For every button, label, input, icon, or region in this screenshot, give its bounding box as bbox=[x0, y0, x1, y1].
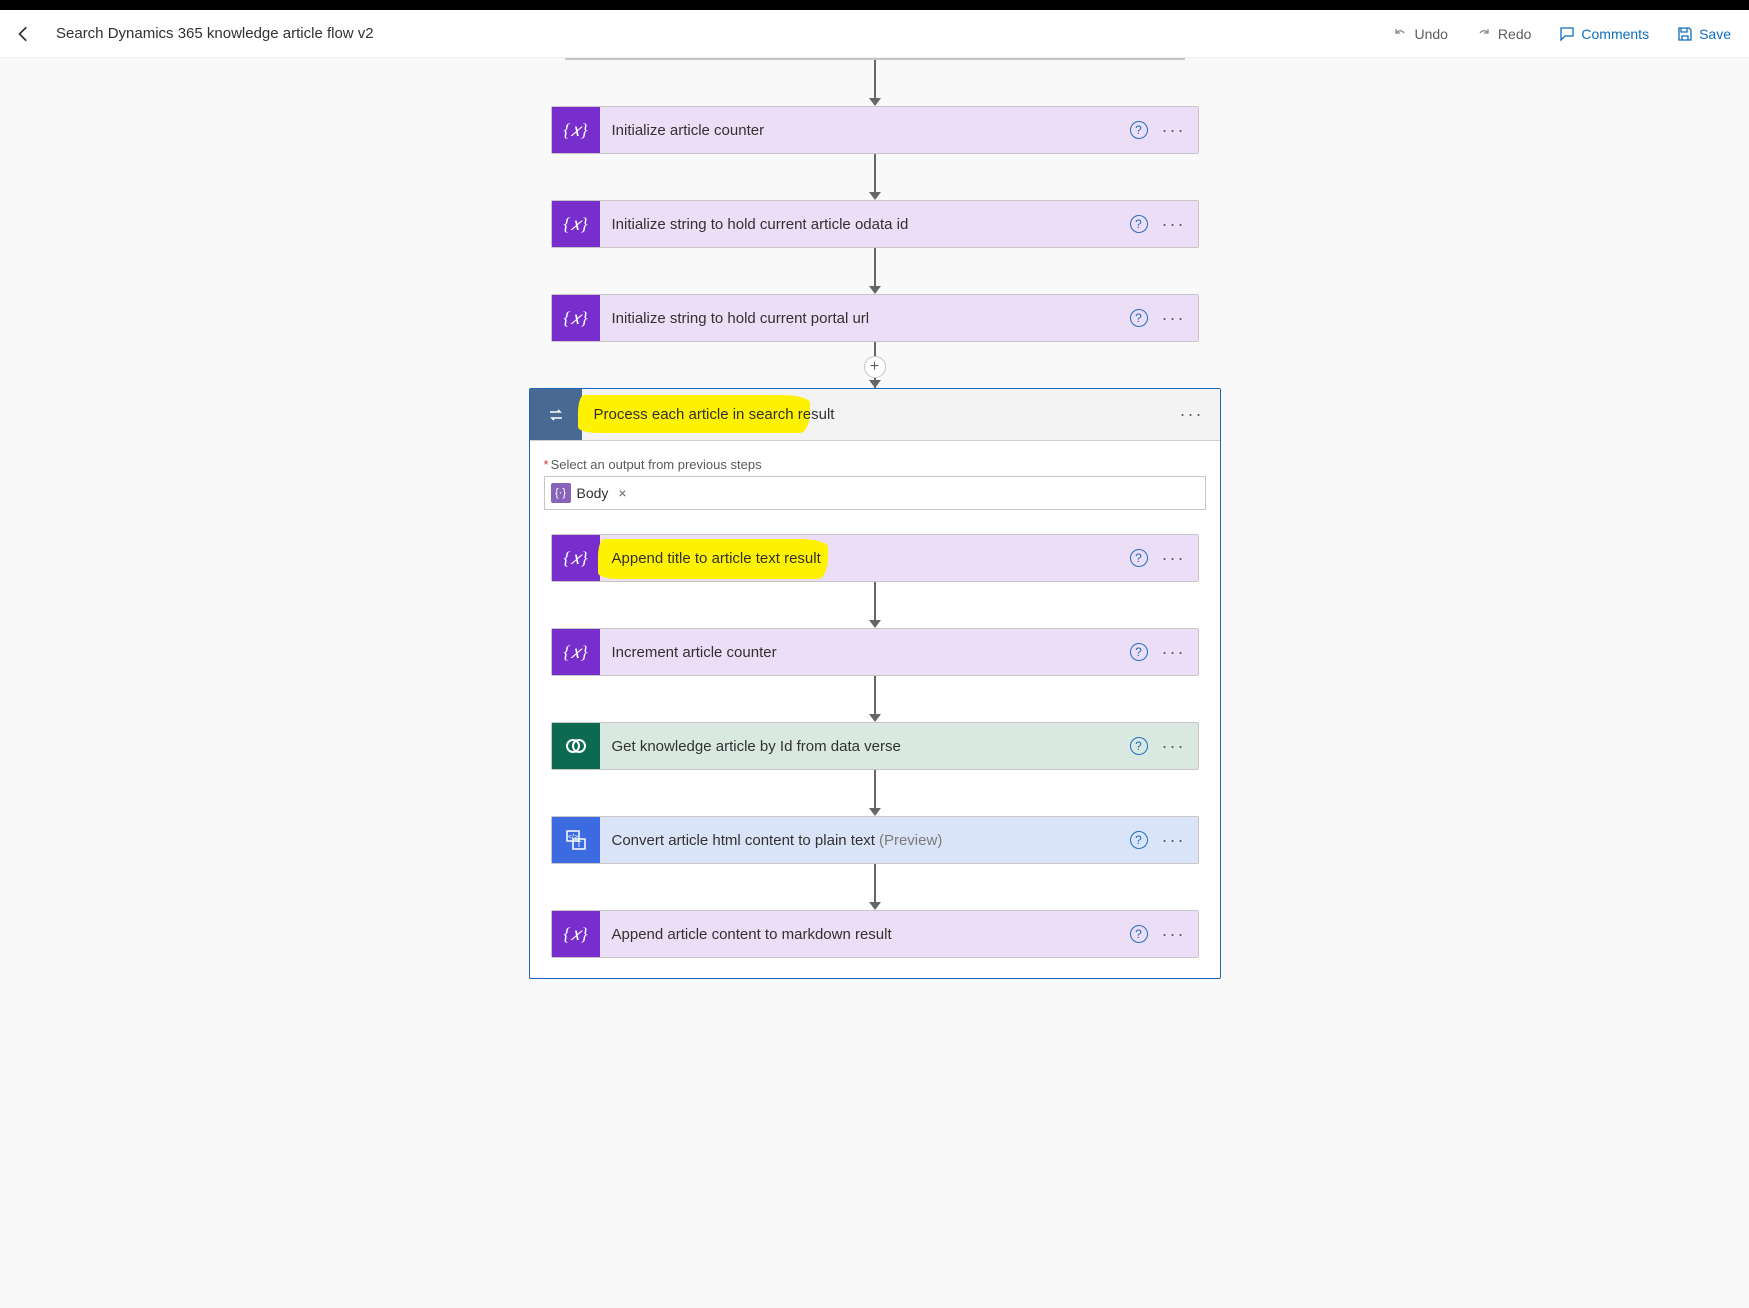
help-icon[interactable]: ? bbox=[1130, 925, 1148, 943]
connector-with-add: + bbox=[874, 342, 876, 388]
undo-button[interactable]: Undo bbox=[1382, 22, 1457, 46]
step-label: Initialize article counter bbox=[612, 122, 765, 139]
help-icon[interactable]: ? bbox=[1130, 831, 1148, 849]
help-icon[interactable]: ? bbox=[1130, 737, 1148, 755]
more-menu[interactable]: ··· bbox=[1162, 736, 1186, 757]
comments-label: Comments bbox=[1581, 26, 1649, 42]
more-menu[interactable]: ··· bbox=[1162, 214, 1186, 235]
redo-button[interactable]: Redo bbox=[1466, 22, 1541, 46]
foreach-input[interactable]: {·} Body × bbox=[544, 476, 1206, 510]
token-body[interactable]: {·} Body × bbox=[551, 483, 627, 503]
title-bar-black bbox=[0, 0, 1749, 10]
flow-title[interactable]: Search Dynamics 365 knowledge article fl… bbox=[48, 21, 382, 46]
container-header[interactable]: Process each article in search result ··… bbox=[530, 389, 1220, 441]
field-label: *Select an output from previous steps bbox=[544, 457, 1206, 472]
step-label: Append article content to markdown resul… bbox=[612, 926, 892, 943]
step-label: Initialize string to hold current portal… bbox=[612, 310, 870, 327]
toolbar: Search Dynamics 365 knowledge article fl… bbox=[0, 10, 1749, 58]
step-label: Get knowledge article by Id from data ve… bbox=[612, 738, 901, 755]
undo-label: Undo bbox=[1414, 26, 1447, 42]
step-convert-html-text[interactable]: </>T Convert article html content to pla… bbox=[551, 816, 1199, 864]
token-remove[interactable]: × bbox=[618, 485, 626, 501]
variable-icon: {𝑥} bbox=[552, 535, 600, 581]
step-label: Convert article html content to plain te… bbox=[612, 832, 875, 849]
preview-tag: (Preview) bbox=[879, 832, 942, 849]
step-append-title[interactable]: {𝑥} Append title to article text result … bbox=[551, 534, 1199, 582]
loop-icon bbox=[530, 389, 582, 440]
variable-icon: {𝑥} bbox=[552, 107, 600, 153]
help-icon[interactable]: ? bbox=[1130, 215, 1148, 233]
more-menu[interactable]: ··· bbox=[1162, 642, 1186, 663]
help-icon[interactable]: ? bbox=[1130, 121, 1148, 139]
help-icon[interactable]: ? bbox=[1130, 309, 1148, 327]
connector-arrow bbox=[869, 248, 881, 294]
variable-icon: {𝑥} bbox=[552, 629, 600, 675]
dataverse-icon bbox=[552, 723, 600, 769]
step-initialize-odata-id[interactable]: {𝑥} Initialize string to hold current ar… bbox=[551, 200, 1199, 248]
container-params: *Select an output from previous steps {·… bbox=[530, 441, 1220, 510]
variable-icon: {𝑥} bbox=[552, 201, 600, 247]
designer-canvas: {𝑥} Initialize article counter ? ··· {𝑥}… bbox=[0, 58, 1749, 1308]
back-button[interactable] bbox=[8, 18, 40, 50]
connector-arrow bbox=[869, 154, 881, 200]
connector-arrow bbox=[869, 864, 881, 910]
help-icon[interactable]: ? bbox=[1130, 643, 1148, 661]
connector-arrow bbox=[869, 582, 881, 628]
content-conversion-icon: </>T bbox=[552, 817, 600, 863]
connector-arrow bbox=[869, 676, 881, 722]
step-increment-counter[interactable]: {𝑥} Increment article counter ? ··· bbox=[551, 628, 1199, 676]
container-body: {𝑥} Append title to article text result … bbox=[530, 510, 1220, 958]
token-label: Body bbox=[577, 485, 609, 501]
add-step-button[interactable]: + bbox=[864, 356, 886, 378]
connector-arrow bbox=[869, 60, 881, 106]
more-menu[interactable]: ··· bbox=[1162, 548, 1186, 569]
help-icon[interactable]: ? bbox=[1130, 549, 1148, 567]
step-initialize-article-counter[interactable]: {𝑥} Initialize article counter ? ··· bbox=[551, 106, 1199, 154]
flow-title-text: Search Dynamics 365 knowledge article fl… bbox=[56, 25, 374, 42]
step-append-markdown[interactable]: {𝑥} Append article content to markdown r… bbox=[551, 910, 1199, 958]
step-initialize-portal-url[interactable]: {𝑥} Initialize string to hold current po… bbox=[551, 294, 1199, 342]
svg-text:T: T bbox=[576, 840, 581, 849]
more-menu[interactable]: ··· bbox=[1162, 120, 1186, 141]
save-label: Save bbox=[1699, 26, 1731, 42]
step-label: Increment article counter bbox=[612, 644, 777, 661]
dynamic-content-icon: {·} bbox=[551, 483, 571, 503]
step-get-article-dataverse[interactable]: Get knowledge article by Id from data ve… bbox=[551, 722, 1199, 770]
variable-icon: {𝑥} bbox=[552, 911, 600, 957]
more-menu[interactable]: ··· bbox=[1162, 830, 1186, 851]
redo-label: Redo bbox=[1498, 26, 1531, 42]
foreach-container: Process each article in search result ··… bbox=[529, 388, 1221, 979]
comments-button[interactable]: Comments bbox=[1549, 22, 1659, 46]
variable-icon: {𝑥} bbox=[552, 295, 600, 341]
step-label: Initialize string to hold current articl… bbox=[612, 216, 909, 233]
more-menu[interactable]: ··· bbox=[1162, 924, 1186, 945]
more-menu[interactable]: ··· bbox=[1162, 308, 1186, 329]
connector-arrow bbox=[869, 770, 881, 816]
step-label: Append title to article text result bbox=[612, 550, 821, 567]
save-button[interactable]: Save bbox=[1667, 22, 1741, 46]
container-title: Process each article in search result bbox=[594, 406, 835, 423]
more-menu[interactable]: ··· bbox=[1180, 404, 1204, 425]
